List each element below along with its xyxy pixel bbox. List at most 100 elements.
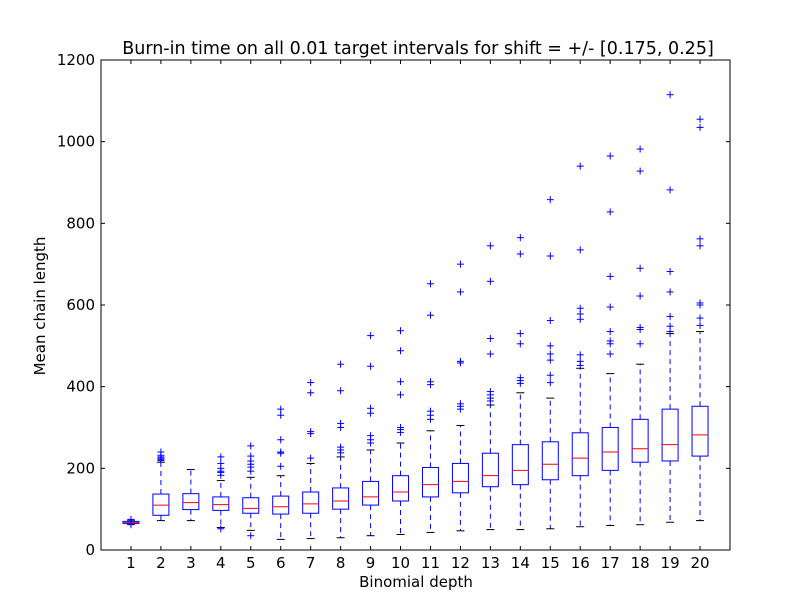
x-axis-label: Binomial depth xyxy=(359,573,473,591)
box-iqr xyxy=(661,408,679,462)
x-tick-label: 9 xyxy=(366,554,376,572)
flier-point xyxy=(576,246,584,254)
flier-point xyxy=(277,436,285,444)
y-tick-label: 1200 xyxy=(57,51,95,69)
y-tick-label: 600 xyxy=(66,296,95,314)
x-tick-label: 19 xyxy=(661,554,680,572)
flier-point xyxy=(606,350,614,358)
box-iqr xyxy=(182,493,200,511)
y-tick-label: 1000 xyxy=(57,133,95,151)
flier-point xyxy=(486,242,494,250)
y-axis-label: Mean chain length xyxy=(31,237,49,376)
flier-point xyxy=(516,374,524,382)
flier-point xyxy=(546,342,554,350)
flier-point xyxy=(606,208,614,216)
box-iqr xyxy=(541,441,559,481)
x-tick-label: 18 xyxy=(631,554,650,572)
y-tick-label: 400 xyxy=(66,378,95,396)
flier-point xyxy=(127,521,135,529)
x-tick-label: 1 xyxy=(126,554,136,572)
flier-point xyxy=(217,525,225,533)
y-tick-label: 200 xyxy=(66,459,95,477)
flier-point xyxy=(397,378,405,386)
box-iqr xyxy=(511,444,529,486)
flier-point xyxy=(337,419,345,427)
flier-point xyxy=(426,407,434,415)
box-iqr xyxy=(571,432,589,477)
x-tick-label: 13 xyxy=(481,554,500,572)
box-10 xyxy=(392,327,410,535)
box-iqr xyxy=(601,427,619,471)
flier-point xyxy=(217,459,225,467)
box-18 xyxy=(631,145,649,526)
flier-point xyxy=(397,424,405,431)
flier-point xyxy=(636,323,644,331)
flier-point xyxy=(456,288,464,296)
flier-point xyxy=(486,334,494,342)
x-tick-label: 2 xyxy=(156,554,166,572)
x-tick-label: 7 xyxy=(306,554,316,572)
flier-point xyxy=(247,452,255,460)
box-4 xyxy=(212,453,230,533)
x-tick-label: 5 xyxy=(246,554,256,572)
flier-point xyxy=(666,312,674,320)
box-iqr xyxy=(362,480,380,506)
x-tick-label: 14 xyxy=(511,554,530,572)
flier-point xyxy=(367,432,375,440)
flier-point xyxy=(696,314,704,322)
flier-point xyxy=(546,252,554,260)
flier-point xyxy=(426,378,434,386)
flier-point xyxy=(247,532,255,540)
flier-point xyxy=(636,167,644,175)
flier-point xyxy=(576,351,584,359)
flier-point xyxy=(606,328,614,336)
flier-point xyxy=(696,321,704,329)
flier-point xyxy=(397,327,405,335)
flier-point xyxy=(247,442,255,450)
flier-point xyxy=(337,443,345,451)
box-2 xyxy=(152,448,170,522)
flier-point xyxy=(307,389,315,397)
box-20 xyxy=(691,115,709,522)
flier-point xyxy=(546,317,554,325)
flier-point xyxy=(696,123,704,131)
box-8 xyxy=(332,360,350,539)
flier-point xyxy=(397,347,405,355)
box-iqr xyxy=(421,467,439,498)
flier-point xyxy=(546,196,554,204)
x-tick-label: 6 xyxy=(276,554,286,572)
flier-point xyxy=(666,288,674,296)
x-tick-label: 4 xyxy=(216,554,226,572)
x-tick-label: 3 xyxy=(186,554,196,572)
flier-point xyxy=(337,360,345,368)
x-tick-label: 17 xyxy=(601,554,620,572)
flier-point xyxy=(456,400,464,408)
box-iqr xyxy=(212,496,230,511)
box-19 xyxy=(661,91,679,523)
flier-point xyxy=(307,454,315,462)
chart-title: Burn-in time on all 0.01 target interval… xyxy=(122,39,714,59)
flier-point xyxy=(337,387,345,395)
x-tick-label: 8 xyxy=(336,554,346,572)
box-13 xyxy=(481,242,499,531)
flier-point xyxy=(696,299,704,307)
flier-point xyxy=(666,268,674,276)
x-tick-label: 12 xyxy=(451,554,470,572)
x-tick-label: 15 xyxy=(541,554,560,572)
flier-point xyxy=(696,115,704,123)
flier-point xyxy=(516,234,524,242)
flier-point xyxy=(546,379,554,387)
flier-point xyxy=(576,162,584,170)
boxes-group xyxy=(122,91,709,540)
flier-point xyxy=(486,277,494,285)
box-iqr xyxy=(631,418,649,463)
flier-point xyxy=(277,405,285,413)
box-14 xyxy=(511,234,529,531)
box-iqr xyxy=(691,405,709,457)
flier-point xyxy=(666,322,674,330)
x-tick-label: 16 xyxy=(571,554,590,572)
box-iqr xyxy=(481,452,499,488)
flier-point xyxy=(277,411,285,419)
box-9 xyxy=(362,332,380,537)
